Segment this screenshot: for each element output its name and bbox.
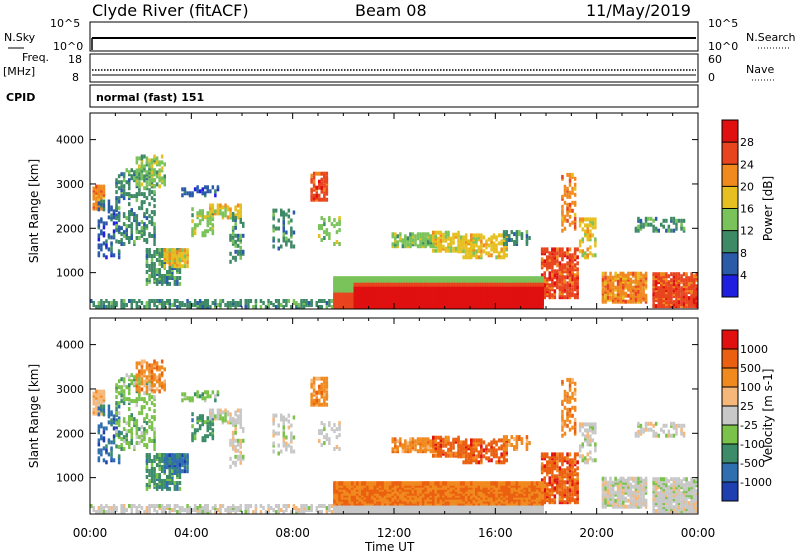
- colorbar-swatch: [722, 330, 738, 350]
- nave-label: Nave: [746, 63, 774, 76]
- colorbar-tick-label: 100: [740, 381, 761, 394]
- y-tick-label: 3000: [56, 383, 84, 396]
- x-tick-label: 08:00: [275, 526, 310, 540]
- y-axis-label: Slant Range [km]: [27, 364, 41, 468]
- colorbar-tick-label: 28: [740, 136, 754, 149]
- colorbar-tick-label: -100: [740, 438, 765, 451]
- noise-strip: [89, 21, 699, 52]
- freq-unit-label: [MHz]: [3, 65, 35, 78]
- colorbar-swatch: [722, 387, 738, 407]
- y-tick-label: 1000: [56, 267, 84, 280]
- freq-strip: [89, 53, 699, 83]
- nave-tick-bottom: 0: [708, 71, 715, 84]
- colorbar-tick-label: -25: [740, 419, 758, 432]
- y-tick-label: 4000: [56, 339, 84, 352]
- time-axis: 00:00 04:00 08:00 12:00 16:00 20:00 00:00: [73, 113, 716, 540]
- colorbar-swatch: [722, 208, 738, 231]
- colorbar-tick-label: 16: [740, 203, 754, 216]
- nsky-tick-top: 10^5: [50, 17, 80, 30]
- velocity-panel: 1000 2000 3000 4000 Slant Range [km] 1000 500 1…: [27, 317, 775, 515]
- cpid-label: CPID: [6, 91, 35, 104]
- nsearch-tick-bottom: 10^0: [708, 40, 738, 53]
- x-tick-label: 20:00: [579, 526, 614, 540]
- colorbar-tick-label: 8: [740, 247, 747, 260]
- nsearch-tick-top: 10^5: [708, 17, 738, 30]
- date-title: 11/May/2019: [586, 1, 691, 20]
- colorbar-swatch: [722, 349, 738, 369]
- colorbar-frame: [721, 329, 739, 502]
- x-axis-label: Time UT: [364, 540, 415, 554]
- colorbar-swatch: [722, 142, 738, 165]
- nsky-label: N.Sky: [4, 31, 36, 44]
- colorbar-swatch: [722, 368, 738, 388]
- site-title: Clyde River (fitACF): [92, 1, 249, 20]
- nave-tick-top: 60: [708, 53, 722, 66]
- freq-label: Freq.: [22, 51, 49, 64]
- x-tick-label: 04:00: [174, 526, 209, 540]
- power-cells: [90, 154, 698, 309]
- colorbar-swatch: [722, 444, 738, 464]
- x-tick-label: 00:00: [73, 526, 108, 540]
- colorbar-swatch: [722, 482, 738, 502]
- colorbar-swatch: [722, 164, 738, 187]
- nsky-tick-bottom: 10^0: [53, 40, 83, 53]
- y-tick-label: 2000: [56, 427, 84, 440]
- colorbar-swatch: [722, 274, 738, 298]
- colorbar-swatch: [722, 120, 738, 143]
- colorbar-swatch: [722, 230, 738, 254]
- y-tick-label: 2000: [56, 222, 84, 235]
- x-tick-label: 16:00: [478, 526, 513, 540]
- colorbar-swatch: [722, 186, 738, 209]
- colorbar-label: Velocity [m s-1]: [761, 369, 775, 463]
- cpid-value: normal (fast) 151: [96, 91, 204, 104]
- colorbar-tick-label: 20: [740, 180, 754, 193]
- colorbar-swatch: [722, 425, 738, 445]
- colorbar-tick-label: 500: [740, 362, 761, 375]
- freq-tick-bottom: 8: [72, 71, 79, 84]
- colorbar-tick-label: 25: [740, 400, 754, 413]
- freq-tick-top: 18: [68, 53, 82, 66]
- colorbar-tick-label: -1000: [740, 476, 772, 489]
- cpid-strip: [89, 84, 699, 108]
- colorbar-tick-label: -500: [740, 457, 765, 470]
- colorbar-swatch: [722, 406, 738, 426]
- y-tick-label: 4000: [56, 134, 84, 147]
- y-tick-label: 3000: [56, 178, 84, 191]
- colorbar-swatch: [722, 463, 738, 483]
- nsearch-label: N.Search: [746, 31, 796, 44]
- colorbar-tick-label: 4: [740, 269, 747, 282]
- colorbar-tick-label: 24: [740, 158, 754, 171]
- beam-title: Beam 08: [355, 1, 427, 20]
- colorbar-tick-label: 1000: [740, 343, 768, 356]
- y-tick-label: 1000: [56, 472, 84, 485]
- power-panel: 1000 2000 3000 4000 Slant Range [km] 4 8 12 16 20…: [27, 112, 775, 310]
- velocity-cells: [90, 359, 698, 514]
- colorbar-tick-label: 12: [740, 225, 754, 238]
- x-tick-label: 00:00: [681, 526, 716, 540]
- x-tick-label: 12:00: [377, 526, 412, 540]
- colorbar-swatch: [722, 252, 738, 276]
- y-axis-label: Slant Range [km]: [27, 159, 41, 263]
- colorbar-label: Power [dB]: [761, 176, 775, 241]
